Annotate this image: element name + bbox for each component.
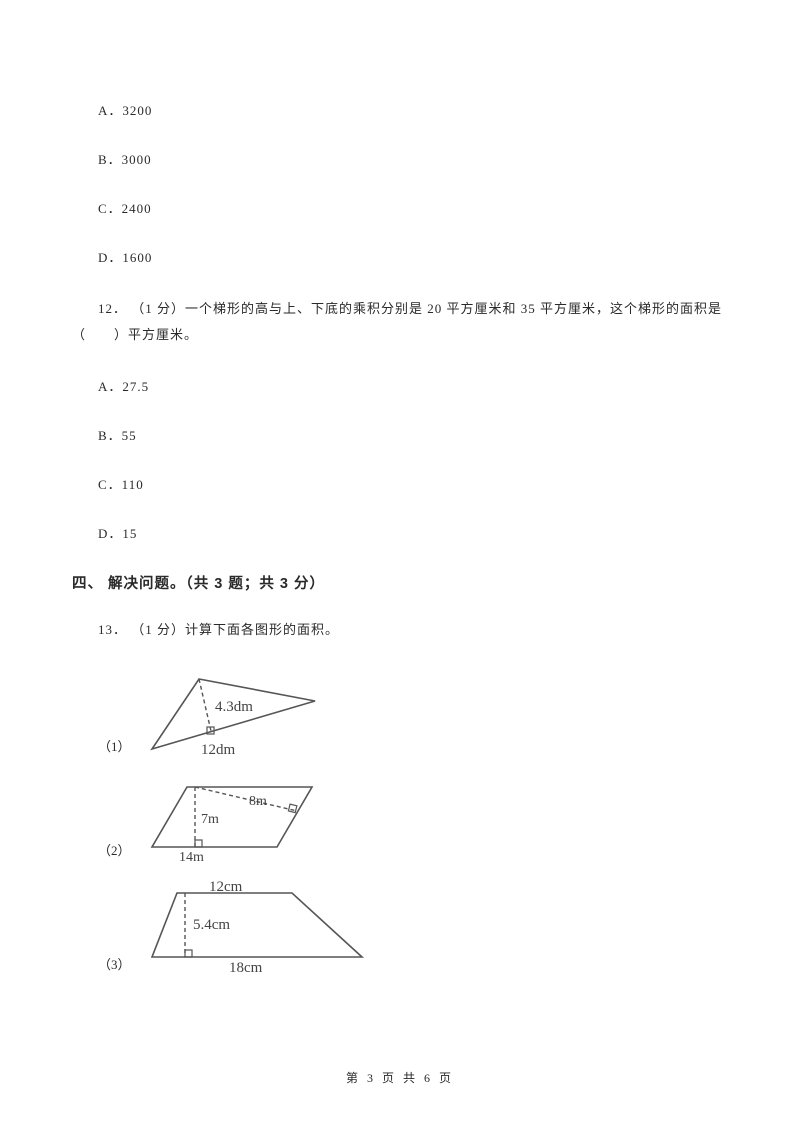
q13-stem: 13． （1 分）计算下面各图形的面积。 [72, 617, 728, 643]
fig1-base-label: 12dm [201, 742, 236, 758]
fig2-side-label: 8m [249, 794, 267, 809]
fig3-top-label: 12cm [209, 879, 243, 895]
q13-fig3-label: （3） [98, 954, 131, 979]
fig3-height-label: 5.4cm [193, 917, 230, 933]
q13-fig1-label: （1） [98, 736, 131, 761]
q11-option-B: B．3000 [72, 149, 728, 168]
q12-stem: 12． （1 分）一个梯形的高与上、下底的乘积分别是 20 平方厘米和 35 平… [72, 296, 728, 348]
q13-fig3: （3） 12cm 5.4cm 18cm [72, 879, 728, 979]
q12-option-B: B．55 [72, 425, 728, 444]
triangle-figure-icon: 4.3dm 12dm [137, 671, 327, 761]
q11-option-C: C．2400 [72, 198, 728, 217]
parallelogram-figure-icon: 8m 7m 14m [137, 775, 327, 865]
q11-option-D: D．1600 [72, 247, 728, 266]
q12-option-A: A．27.5 [72, 376, 728, 395]
q12-stem-line2: （ ）平方厘米。 [72, 322, 728, 348]
q12-option-C: C．110 [72, 474, 728, 493]
q13-stem-text: 13． （1 分）计算下面各图形的面积。 [72, 617, 728, 643]
q11-option-A: A．3200 [72, 100, 728, 119]
q12-stem-line1: 12． （1 分）一个梯形的高与上、下底的乘积分别是 20 平方厘米和 35 平… [72, 296, 728, 322]
fig1-height-label: 4.3dm [215, 699, 253, 715]
fig2-height-label: 7m [201, 812, 219, 827]
trapezoid-figure-icon: 12cm 5.4cm 18cm [137, 879, 377, 979]
section4-heading: 四、 解决问题。（共 3 题；共 3 分） [72, 572, 728, 593]
fig2-base-label: 14m [179, 850, 204, 865]
fig3-bottom-label: 18cm [229, 960, 263, 976]
q12-option-D: D．15 [72, 523, 728, 542]
q13-fig1: （1） 4.3dm 12dm [72, 671, 728, 761]
page-footer: 第 3 页 共 6 页 [0, 1069, 800, 1086]
q13-fig2: （2） 8m 7m 14m [72, 775, 728, 865]
q13-fig2-label: （2） [98, 840, 131, 865]
